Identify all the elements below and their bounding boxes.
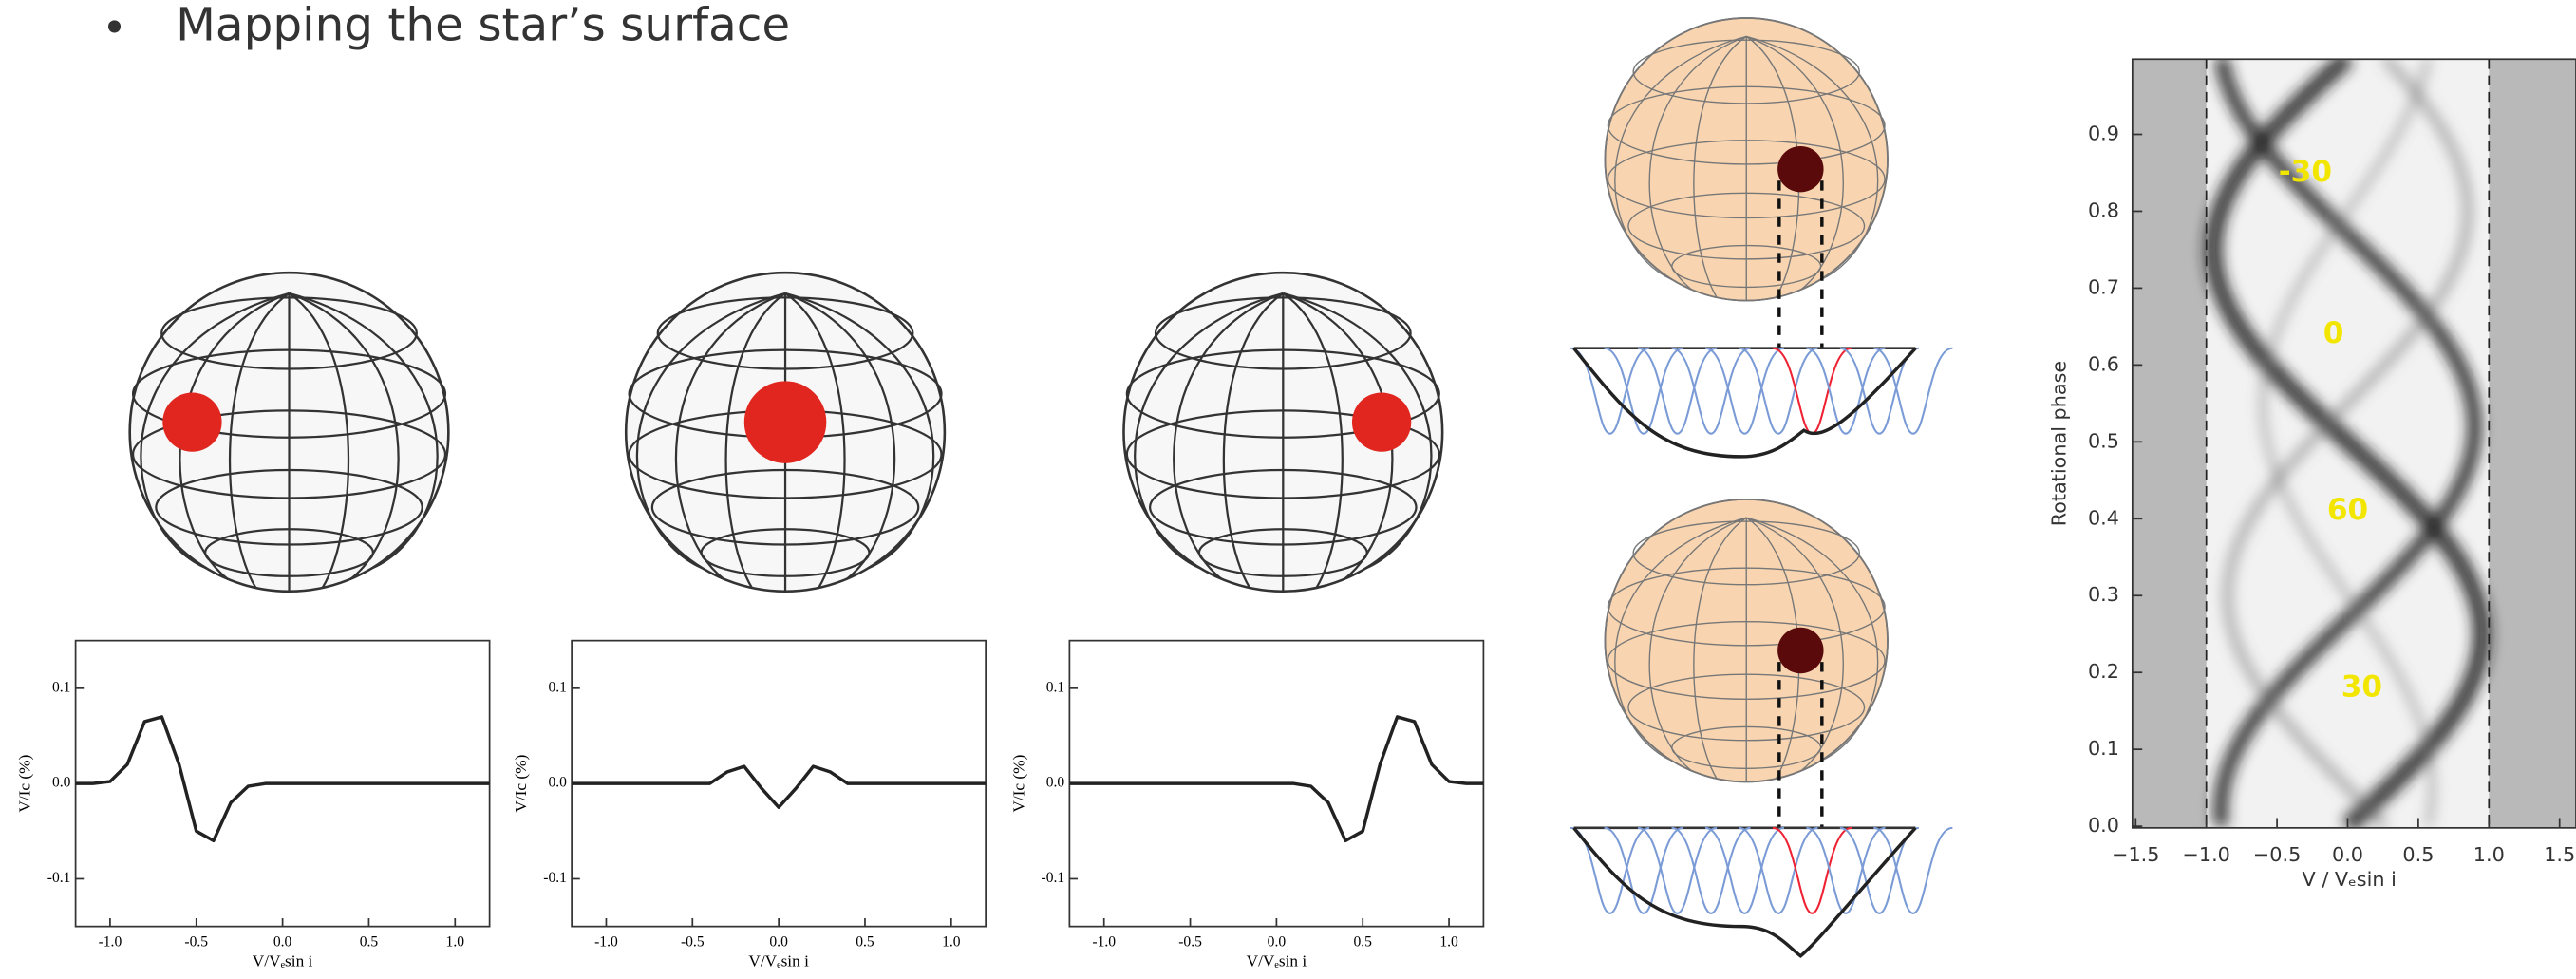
- local-profile: [1873, 348, 1952, 434]
- local-profile: [1773, 828, 1852, 913]
- y-axis-label: Rotational phase: [2048, 361, 2071, 526]
- x-axis-label: V/Vₑsin i: [1247, 952, 1307, 970]
- bullet-dot: •: [102, 3, 127, 53]
- x-tick-label: 0.5: [2402, 843, 2434, 866]
- local-profile: [1638, 828, 1717, 913]
- y-tick-label: 0.1: [2088, 737, 2119, 760]
- y-tick-label: 0.1: [52, 679, 70, 695]
- y-tick-label: 0.6: [2088, 352, 2119, 375]
- y-axis-label: V/Ic (%): [1009, 755, 1027, 813]
- spot: [744, 381, 827, 462]
- x-tick-label: -1.0: [1092, 934, 1116, 951]
- x-tick-label: -1.0: [99, 934, 122, 951]
- local-profile: [1672, 348, 1751, 434]
- x-axis-label: V/Vₑsin i: [748, 952, 809, 970]
- y-tick-label: 0.5: [2088, 429, 2119, 452]
- local-profile: [1739, 348, 1817, 434]
- y-axis-label: V/Ic (%): [512, 755, 530, 813]
- x-tick-label: 1.0: [942, 934, 961, 951]
- local-profile: [1806, 828, 1885, 913]
- local-profile: [1705, 348, 1784, 434]
- local-profile: [1840, 348, 1919, 434]
- latitude-label: -30: [2279, 155, 2332, 189]
- y-tick-label: 0.4: [2088, 506, 2119, 529]
- x-tick-label: −1.5: [2112, 843, 2159, 866]
- x-tick-label: 0.0: [273, 934, 292, 951]
- spot: [162, 392, 221, 451]
- spot: [1777, 628, 1823, 673]
- local-profile: [1873, 828, 1952, 913]
- local-profile: [1672, 828, 1751, 913]
- x-tick-label: 0.0: [769, 934, 788, 951]
- x-tick-label: -0.5: [681, 934, 705, 951]
- y-tick-label: 0.0: [2088, 814, 2119, 837]
- y-tick-label: 0.1: [1046, 679, 1064, 695]
- x-tick-label: 1.5: [2544, 843, 2575, 866]
- y-tick-label: 0.0: [548, 775, 567, 791]
- x-axis-label: V / Vₑsin i: [2303, 868, 2397, 891]
- x-tick-label: 0.0: [2332, 843, 2363, 866]
- integrated-profile: [1574, 828, 1916, 956]
- y-tick-label: 0.3: [2088, 583, 2119, 606]
- local-profile: [1638, 348, 1717, 434]
- y-axis-label: V/Ic (%): [16, 755, 34, 813]
- local-profile: [1705, 828, 1784, 913]
- y-tick-label: 0.2: [2088, 660, 2119, 683]
- x-tick-label: −0.5: [2253, 843, 2301, 866]
- stokes-v-curve: [1069, 717, 1483, 840]
- dynamic-spectrum: [2133, 58, 2576, 828]
- page: {"bullet":"Mapping the star’s surface", …: [0, 0, 2576, 979]
- x-tick-label: 0.0: [1268, 934, 1287, 951]
- local-profile: [1739, 828, 1817, 913]
- x-tick-label: 1.0: [1439, 934, 1458, 951]
- x-tick-label: 0.5: [856, 934, 874, 951]
- latitude-label: 0: [2323, 316, 2344, 350]
- x-tick-label: -1.0: [594, 934, 618, 951]
- stokes-v-curve: [572, 766, 986, 807]
- x-tick-label: 1.0: [446, 934, 465, 951]
- stokes-v-curve: [76, 717, 490, 840]
- bullet-text: Mapping the star’s surface: [176, 0, 790, 51]
- slide: • Mapping the star’s surface -1.0 -0.5 0.0…: [0, 0, 2576, 979]
- x-tick-label: 0.5: [360, 934, 379, 951]
- profile-diagram: [1570, 18, 1952, 956]
- x-tick-label: -0.5: [184, 934, 208, 951]
- x-tick-label: −1.0: [2183, 843, 2230, 866]
- x-tick-label: -0.5: [1178, 934, 1202, 951]
- y-tick-label: 0.7: [2088, 275, 2119, 298]
- local-profile: [1605, 348, 1683, 434]
- y-tick-label: 0.9: [2088, 122, 2119, 145]
- x-axis-label: V/Vₑsin i: [253, 952, 313, 970]
- spot: [1777, 146, 1823, 192]
- integrated-profile: [1574, 348, 1916, 457]
- latitude-label: 30: [2341, 669, 2382, 704]
- y-tick-label: -0.1: [1042, 870, 1065, 886]
- spot: [1352, 392, 1411, 451]
- x-tick-label: 1.0: [2473, 843, 2505, 866]
- y-tick-label: -0.1: [543, 870, 567, 886]
- y-tick-label: -0.1: [47, 870, 71, 886]
- y-tick-label: 0.0: [1046, 775, 1065, 791]
- y-tick-label: 0.0: [52, 775, 71, 791]
- x-tick-label: 0.5: [1353, 934, 1372, 951]
- y-tick-label: 0.1: [548, 679, 566, 695]
- y-tick-label: 0.8: [2088, 198, 2119, 221]
- latitude-label: 60: [2327, 493, 2368, 527]
